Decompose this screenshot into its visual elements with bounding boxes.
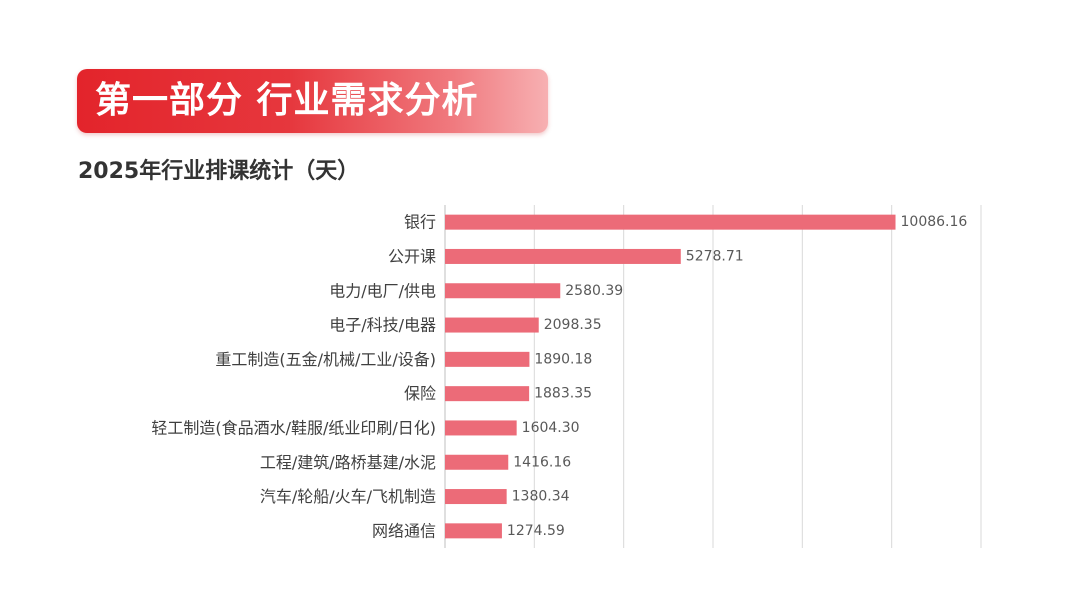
value-label: 1416.16 [513, 454, 571, 470]
value-label: 10086.16 [901, 214, 968, 230]
bar [445, 283, 561, 299]
category-label: 工程/建筑/路桥基建/水泥 [260, 453, 436, 472]
value-label: 1274.59 [507, 523, 565, 539]
category-label: 电力/电厂/供电 [329, 281, 436, 300]
section-title: 第一部分 行业需求分析 [95, 80, 479, 121]
bar [445, 317, 539, 333]
value-label: 1890.18 [534, 351, 592, 367]
bar [445, 523, 502, 539]
value-label: 1604.30 [522, 420, 580, 436]
category-label: 重工制造(五金/机械/工业/设备) [215, 350, 436, 369]
value-label: 1380.34 [512, 489, 570, 505]
bar [445, 420, 517, 436]
value-label: 2098.35 [544, 317, 602, 333]
category-label: 汽车/轮船/火车/飞机制造 [260, 487, 436, 506]
chart-title: 2025年行业排课统计（天） [78, 159, 360, 184]
category-label: 银行 [404, 213, 436, 232]
bar [445, 248, 681, 264]
value-label: 5278.71 [686, 248, 744, 264]
category-label: 网络通信 [372, 521, 436, 540]
value-label: 2580.39 [565, 283, 623, 299]
bar [445, 454, 509, 470]
bar [445, 489, 507, 505]
bar [445, 351, 530, 367]
bar [445, 214, 896, 230]
category-label: 电子/科技/电器 [329, 316, 436, 335]
bar [445, 386, 530, 402]
section-banner: 第一部分 行业需求分析 [77, 69, 548, 133]
value-label: 1883.35 [534, 386, 592, 402]
category-label: 保险 [404, 384, 436, 403]
category-label: 公开课 [388, 247, 436, 266]
category-label: 轻工制造(食品酒水/鞋服/纸业印刷/日化) [151, 418, 436, 437]
